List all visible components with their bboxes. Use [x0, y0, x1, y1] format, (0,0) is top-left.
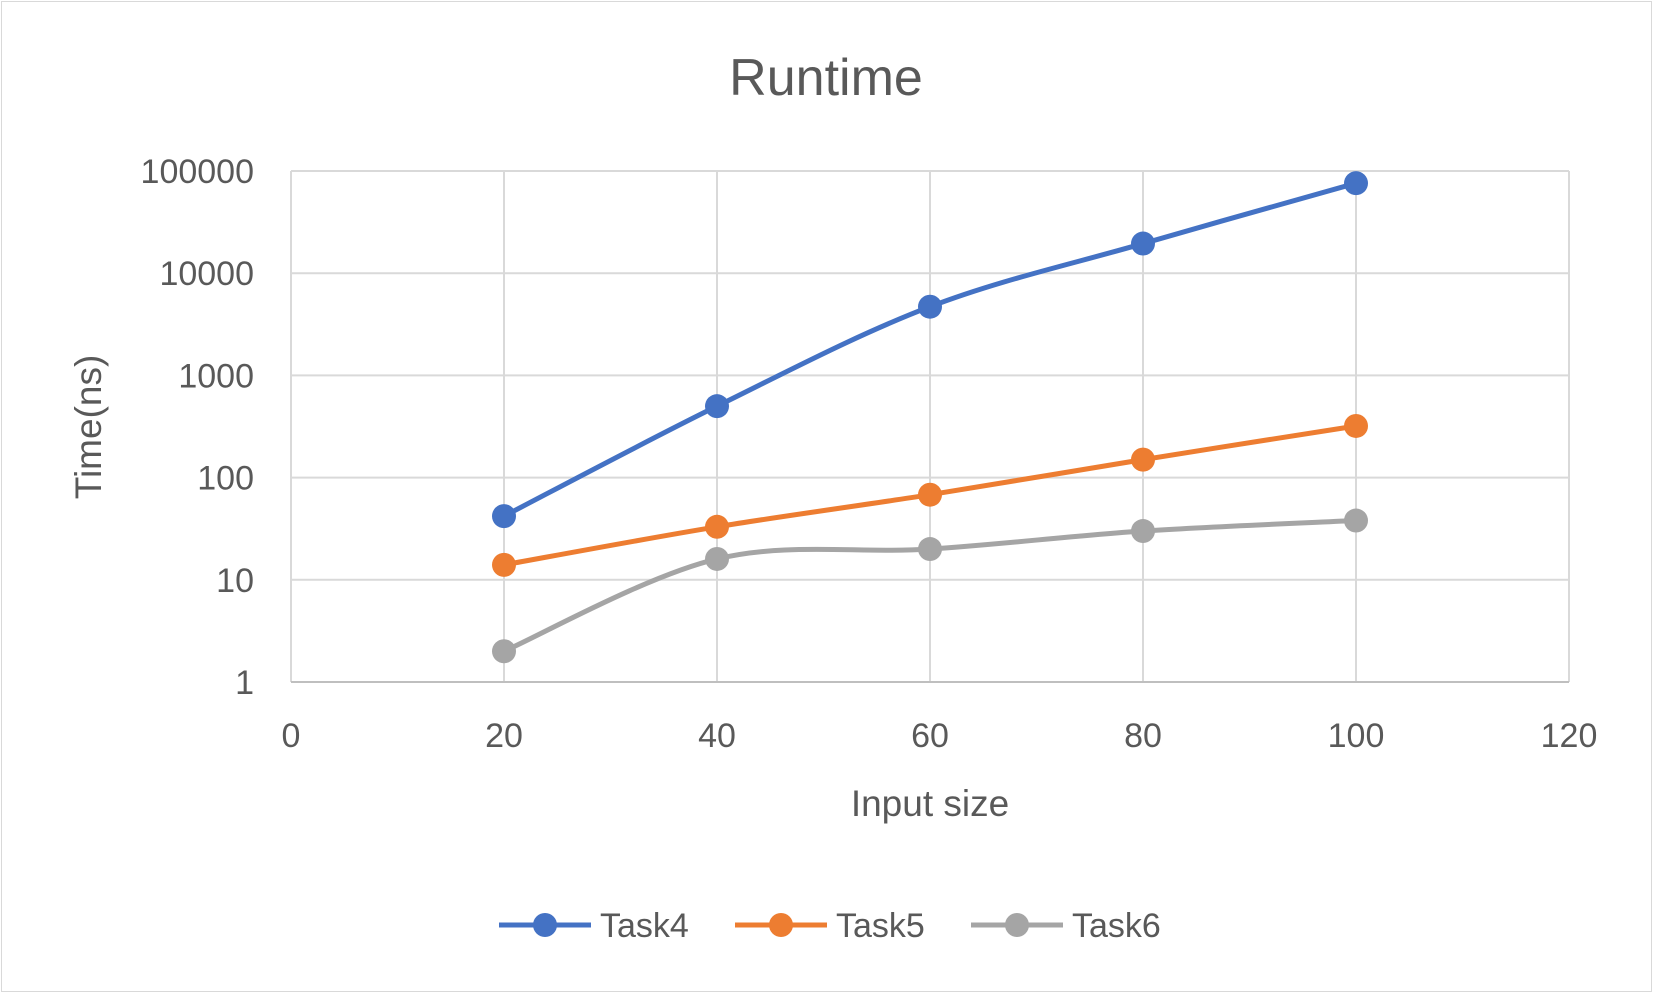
grid-layer	[290, 170, 1570, 683]
y-tick-label: 100000	[141, 153, 254, 191]
legend-label: Task4	[600, 907, 689, 945]
x-tick-label: 20	[485, 717, 523, 755]
legend: Task4 Task5 Task6	[499, 907, 1161, 945]
data-point-task5	[492, 552, 516, 577]
x-tick-label: 120	[1541, 717, 1598, 755]
legend-item-task5: Task5	[735, 907, 925, 945]
data-point-task5	[918, 482, 942, 507]
y-tick-label: 10000	[159, 255, 254, 293]
x-tick-label: 100	[1328, 717, 1385, 755]
series-task5	[492, 413, 1368, 577]
legend-item-task4: Task4	[499, 907, 689, 945]
legend-label: Task6	[1072, 907, 1161, 945]
chart-title: Runtime	[729, 49, 923, 107]
data-point-task6	[705, 546, 729, 571]
legend-item-task6: Task6	[971, 907, 1161, 945]
data-point-task5	[1344, 413, 1368, 438]
series-layer	[492, 171, 1368, 664]
legend-marker	[533, 913, 557, 937]
x-tick-label: 80	[1124, 717, 1162, 755]
data-point-task6	[1344, 508, 1368, 533]
data-point-task6	[492, 639, 516, 664]
series-task6	[492, 508, 1368, 664]
data-point-task5	[705, 514, 729, 539]
x-axis-title: Input size	[851, 783, 1009, 824]
y-tick-label: 100	[197, 460, 254, 498]
y-tick-label: 1	[235, 664, 254, 702]
data-point-task4	[492, 504, 516, 529]
data-point-task6	[918, 537, 942, 562]
legend-marker	[769, 913, 793, 937]
y-tick-label: 1000	[178, 357, 254, 395]
x-tick-label: 60	[911, 717, 949, 755]
data-point-task5	[1131, 447, 1155, 472]
y-tick-label: 10	[216, 562, 254, 600]
series-task4	[492, 171, 1368, 529]
y-axis-title: Time(ns)	[68, 355, 109, 500]
x-tick-label: 0	[282, 717, 301, 755]
legend-marker	[1005, 913, 1029, 937]
data-point-task6	[1131, 519, 1155, 544]
data-point-task4	[1344, 171, 1368, 196]
data-point-task4	[1131, 231, 1155, 256]
legend-label: Task5	[836, 907, 925, 945]
x-tick-label: 40	[698, 717, 736, 755]
data-point-task4	[918, 294, 942, 319]
data-point-task4	[705, 394, 729, 419]
